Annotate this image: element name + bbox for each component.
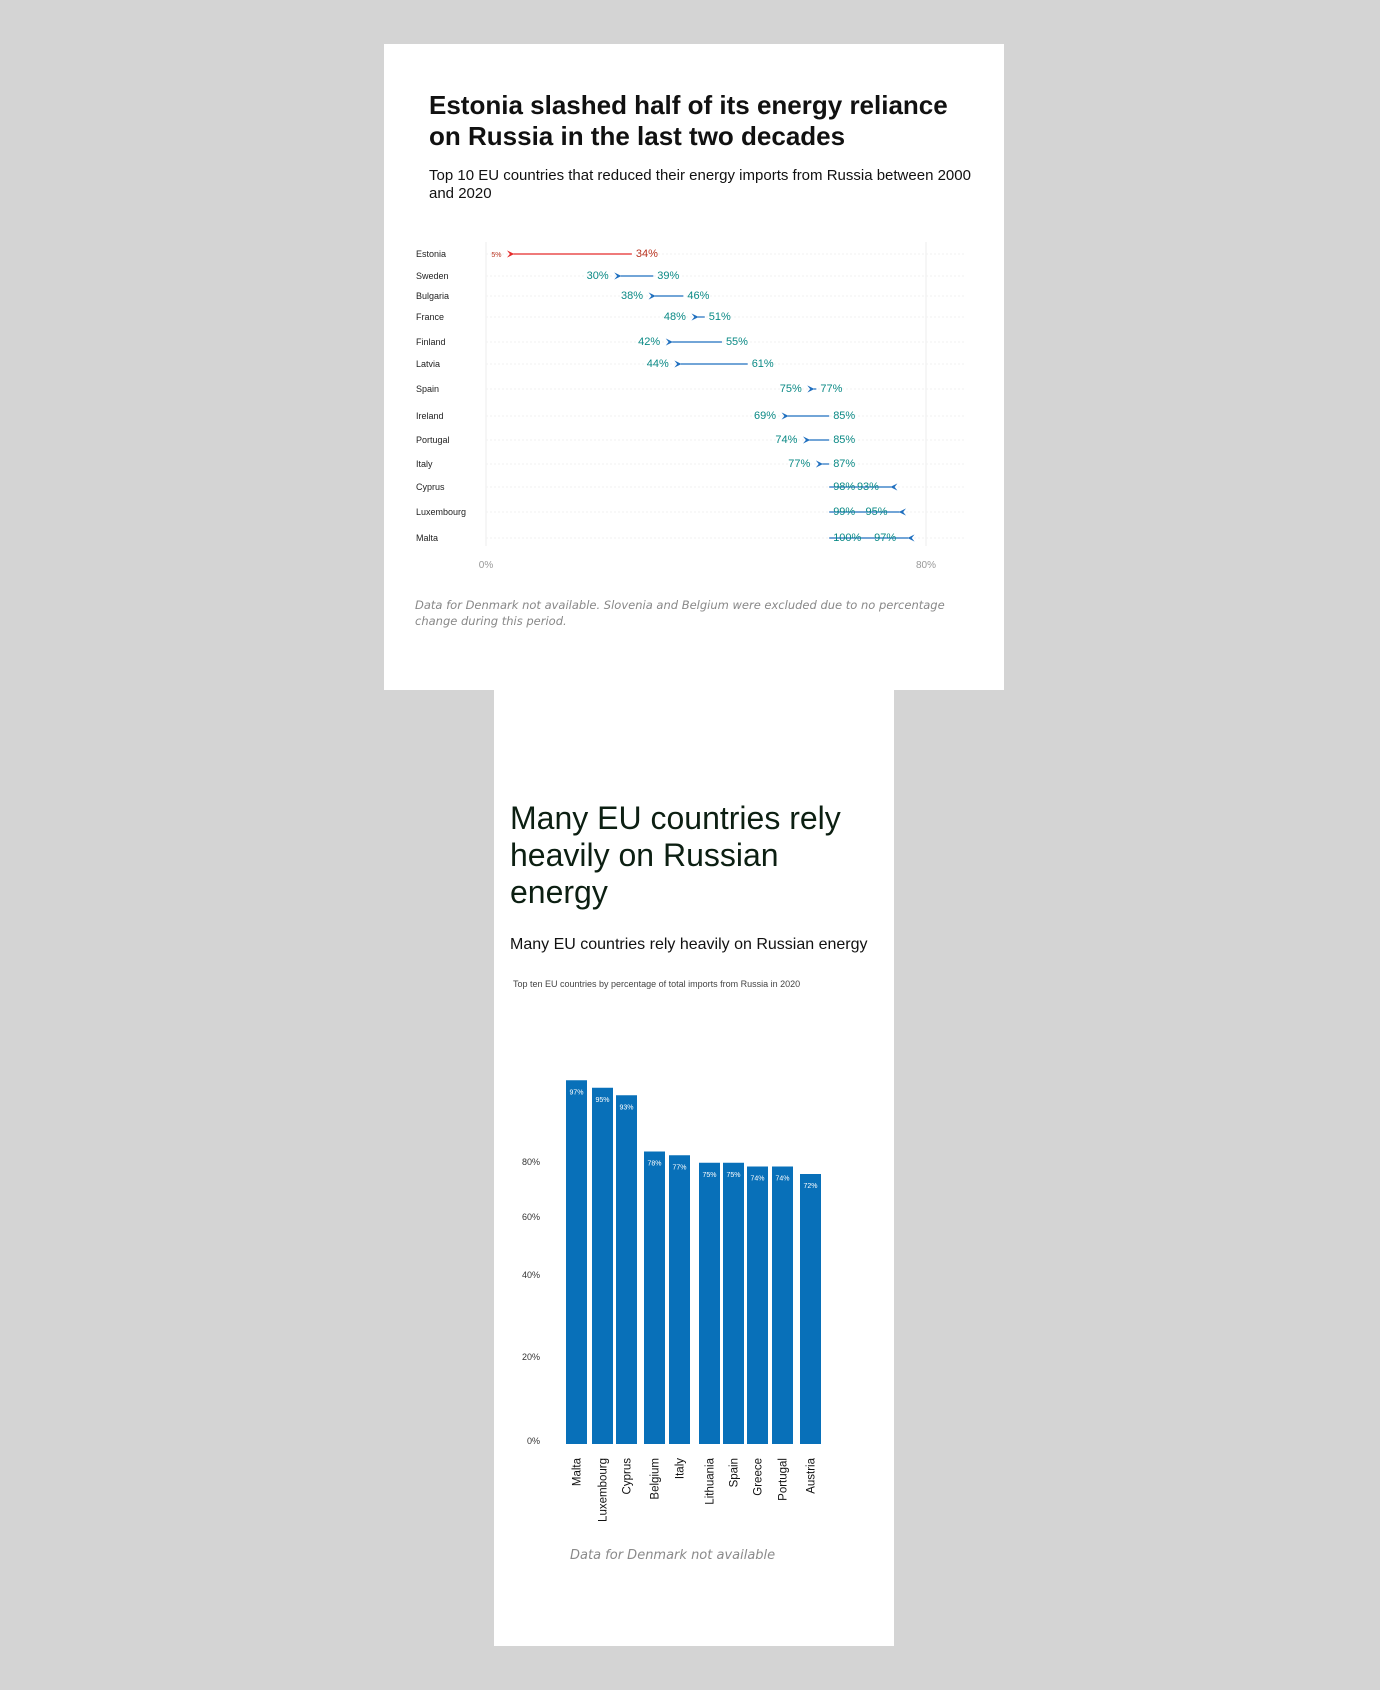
start-value-label: 77% — [820, 383, 842, 395]
start-value-label: 51% — [709, 311, 731, 323]
chart-card-reduction: Estonia slashed half of its energy relia… — [384, 44, 1004, 690]
category-label: Belgium — [650, 1458, 662, 1500]
bar — [747, 1166, 768, 1444]
category-label: Lithuania — [705, 1457, 717, 1504]
country-label: France — [416, 312, 444, 322]
end-value-label: 48% — [664, 311, 686, 323]
country-label: Estonia — [416, 249, 446, 259]
start-value-label: 34% — [636, 248, 658, 260]
end-value-label: 42% — [638, 336, 660, 348]
end-value-label: 77% — [788, 458, 810, 470]
bar — [644, 1151, 665, 1444]
bar-value-label: 74% — [750, 1176, 764, 1183]
chart-card-reliance: Many EU countries rely heavily on Russia… — [494, 690, 894, 1646]
country-label: Finland — [416, 337, 446, 347]
y-tick-label: 60% — [522, 1212, 540, 1222]
bar-value-label: 97% — [569, 1089, 583, 1096]
bar — [699, 1162, 720, 1444]
category-label: Austria — [806, 1457, 818, 1493]
start-value-label: 61% — [752, 358, 774, 370]
end-value-label: 75% — [780, 383, 802, 395]
end-value-label: 69% — [754, 410, 776, 422]
x-tick-label: 0% — [479, 560, 494, 571]
start-value-label: 98% — [833, 481, 855, 493]
start-value-label: 46% — [687, 290, 709, 302]
end-value-label: 5% — [491, 252, 501, 259]
y-tick-label: 20% — [522, 1352, 540, 1362]
start-value-label: 55% — [726, 336, 748, 348]
bar — [723, 1162, 744, 1444]
country-label: Cyprus — [416, 482, 445, 492]
start-value-label: 85% — [833, 410, 855, 422]
end-value-label: 97% — [874, 532, 896, 544]
category-label: Cyprus — [622, 1458, 634, 1495]
start-value-label: 87% — [833, 458, 855, 470]
bar-value-label: 74% — [775, 1176, 789, 1183]
country-label: Bulgaria — [416, 291, 449, 301]
country-label: Malta — [416, 533, 438, 543]
category-label: Portugal — [778, 1458, 790, 1501]
country-label: Italy — [416, 459, 433, 469]
bar-value-label: 77% — [672, 1164, 686, 1171]
end-value-label: 93% — [857, 481, 879, 493]
chart2-footnote: Data for Denmark not available — [570, 1548, 776, 1563]
category-label: Luxembourg — [598, 1458, 610, 1522]
arrow-chart: Estonia 34% 5% Sweden 39% 30% Bulgaria 46% 38% Fr… — [416, 242, 964, 571]
category-label: Italy — [675, 1458, 687, 1479]
country-label: Sweden — [416, 271, 449, 281]
end-value-label: 30% — [587, 270, 609, 282]
bar — [592, 1087, 613, 1444]
category-label: Malta — [572, 1457, 584, 1486]
chart1-title: Estonia slashed half of its energy relia… — [429, 90, 948, 151]
y-tick-label: 80% — [522, 1157, 540, 1167]
bar — [669, 1155, 690, 1444]
chart2-subtitle-small: Top ten EU countries by percentage of to… — [513, 979, 801, 989]
chart2-subtitle: Many EU countries rely heavily on Russia… — [510, 936, 868, 953]
end-value-label: 95% — [866, 506, 888, 518]
end-value-label: 38% — [621, 290, 643, 302]
bar-value-label: 78% — [647, 1161, 661, 1168]
bar-value-label: 95% — [595, 1097, 609, 1104]
bar — [566, 1080, 587, 1444]
chart1-footnote: Data for Denmark not available. Slovenia… — [415, 598, 945, 628]
end-value-label: 74% — [775, 434, 797, 446]
bar-value-label: 72% — [803, 1183, 817, 1190]
bar-chart: 0% 20% 40% 60% 80% 97% Malta 95% Luxembourg 93% Cy… — [522, 1080, 821, 1522]
x-tick-label: 80% — [916, 560, 936, 571]
y-tick-label: 0% — [527, 1436, 540, 1446]
bar-value-label: 75% — [726, 1172, 740, 1179]
bar — [772, 1166, 793, 1444]
category-label: Spain — [729, 1458, 741, 1487]
country-label: Spain — [416, 384, 439, 394]
bar — [800, 1174, 821, 1444]
start-value-label: 85% — [833, 434, 855, 446]
bar-value-label: 93% — [619, 1104, 633, 1111]
y-tick-label: 40% — [522, 1270, 540, 1280]
start-value-label: 39% — [657, 270, 679, 282]
start-value-label: 100% — [833, 532, 861, 544]
end-value-label: 44% — [647, 358, 669, 370]
country-label: Luxembourg — [416, 507, 466, 517]
category-label: Greece — [753, 1458, 765, 1496]
bar — [616, 1095, 637, 1444]
country-label: Ireland — [416, 411, 444, 421]
country-label: Latvia — [416, 359, 440, 369]
chart1-subtitle: Top 10 EU countries that reduced their e… — [429, 167, 971, 202]
country-label: Portugal — [416, 435, 450, 445]
start-value-label: 99% — [833, 506, 855, 518]
bar-value-label: 75% — [702, 1172, 716, 1179]
chart2-title: Many EU countries rely heavily on Russia… — [510, 800, 841, 910]
